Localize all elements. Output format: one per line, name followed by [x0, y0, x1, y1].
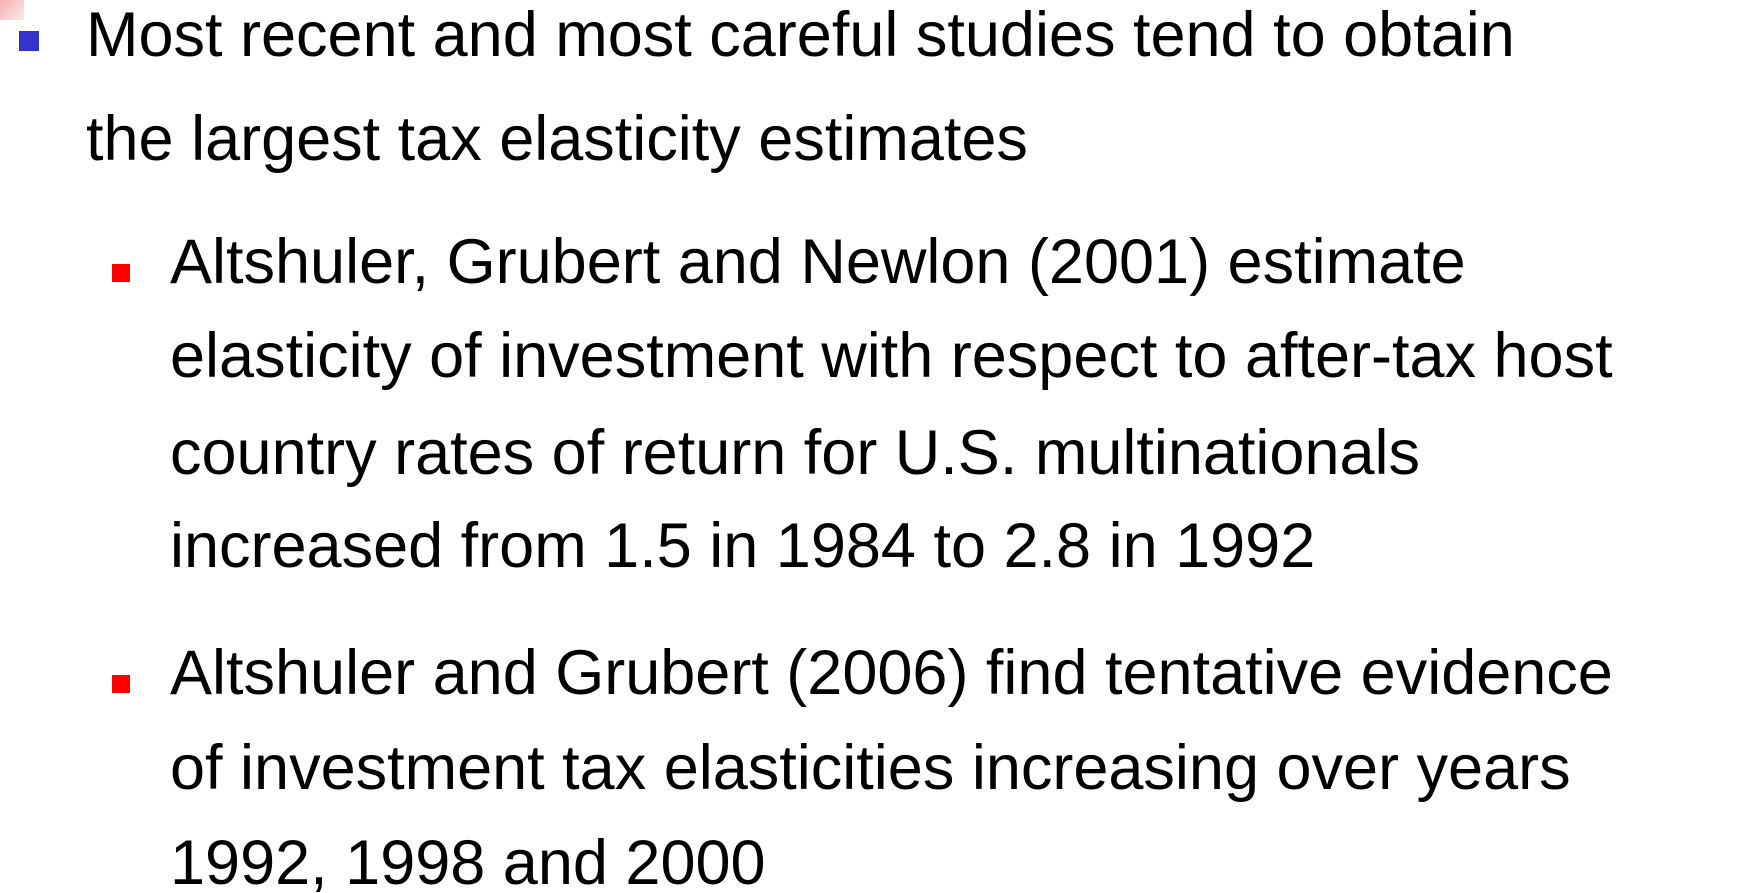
- sub-bullet-text: elasticity of investment with respect to…: [170, 320, 1613, 391]
- sub-bullet-text: Altshuler and Grubert (2006) find tentat…: [170, 637, 1613, 708]
- corner-decoration: [0, 0, 24, 20]
- sub-bullet-text: Altshuler, Grubert and Newlon (2001) est…: [170, 226, 1466, 297]
- bullet-text: the largest tax elasticity estimates: [86, 103, 1028, 174]
- sub-bullet-text: increased from 1.5 in 1984 to 2.8 in 199…: [170, 510, 1316, 581]
- sub-bullet-text: country rates of return for U.S. multina…: [170, 417, 1421, 488]
- bullet-text: Most recent and most careful studies ten…: [86, 0, 1515, 70]
- sub-bullet-text: of investment tax elasticities increasin…: [170, 732, 1571, 803]
- sub-bullet-text: 1992, 1998 and 2000: [170, 827, 766, 893]
- sub-bullet-marker: [112, 675, 130, 693]
- sub-bullet-marker: [112, 264, 130, 282]
- bullet-marker: [19, 31, 39, 51]
